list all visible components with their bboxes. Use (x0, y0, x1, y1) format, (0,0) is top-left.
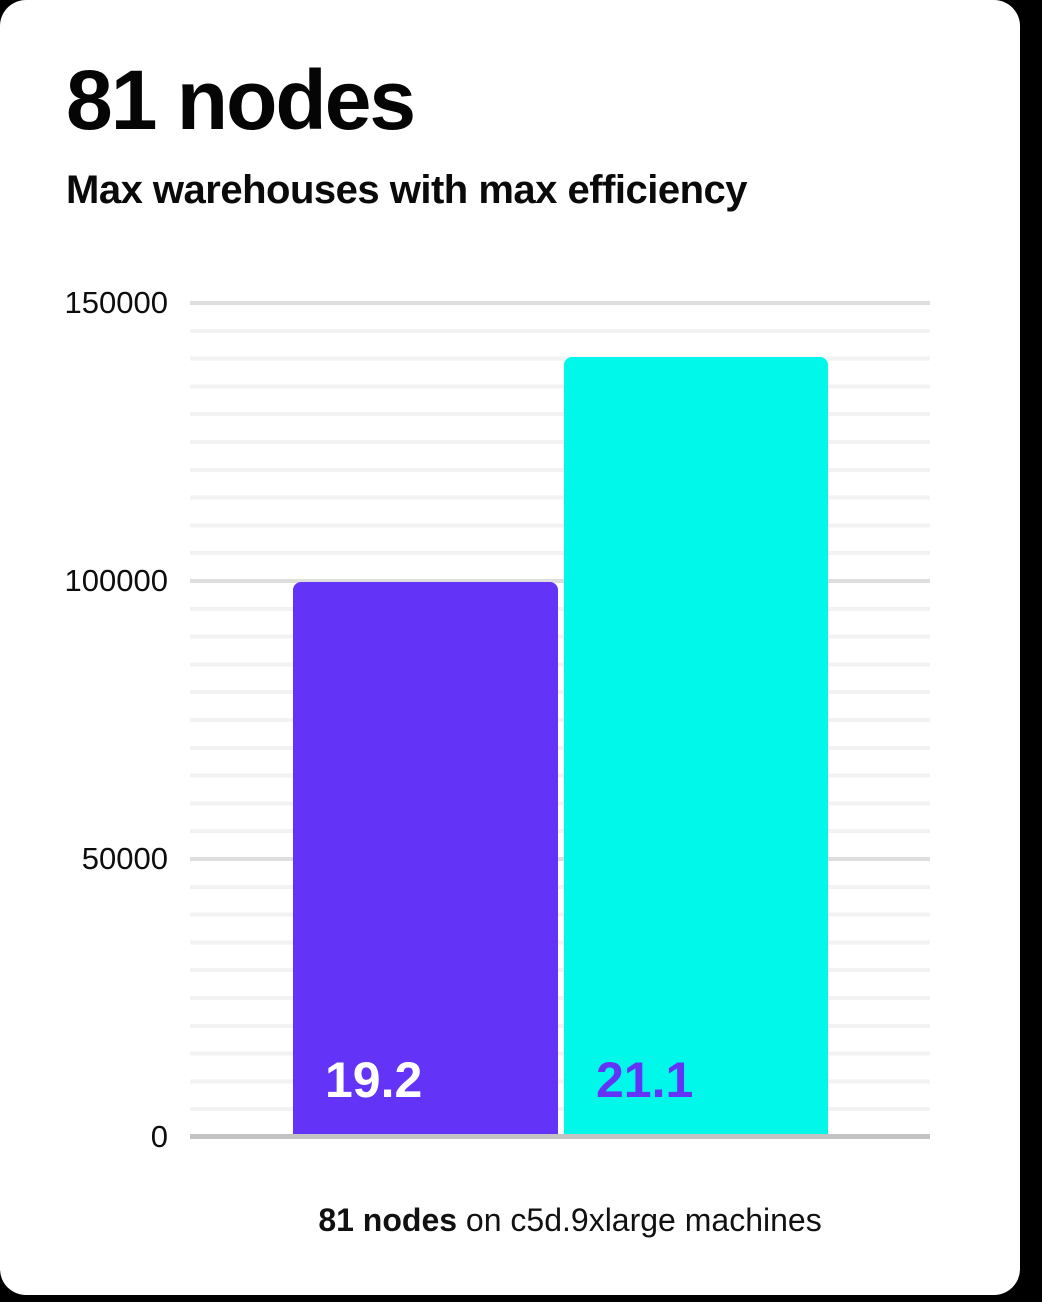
chart-card: 81 nodes Max warehouses with max efficie… (0, 0, 1020, 1295)
bar-purple: 19.2 (293, 582, 558, 1135)
chart-subtitle: Max warehouses with max efficiency (66, 168, 748, 212)
caption-regular-text: on c5d.9xlarge machines (457, 1202, 822, 1238)
chart-caption: 81 nodes on c5d.9xlarge machines (90, 1198, 1042, 1242)
chart-title: 81 nodes (66, 53, 416, 147)
y-axis-tick-150000: 150000 (64, 285, 168, 320)
x-axis-line (190, 1134, 930, 1139)
plot-area: 19.2 21.1 (190, 301, 930, 1139)
y-axis-tick-0: 0 (150, 1119, 168, 1154)
y-axis-tick-100000: 100000 (64, 563, 168, 598)
bar-value-label: 19.2 (325, 1052, 423, 1108)
y-axis-tick-50000: 50000 (81, 841, 168, 876)
bar-value-label: 21.1 (596, 1052, 694, 1108)
bar-cyan: 21.1 (564, 357, 828, 1135)
caption-bold-text: 81 nodes (318, 1202, 458, 1238)
